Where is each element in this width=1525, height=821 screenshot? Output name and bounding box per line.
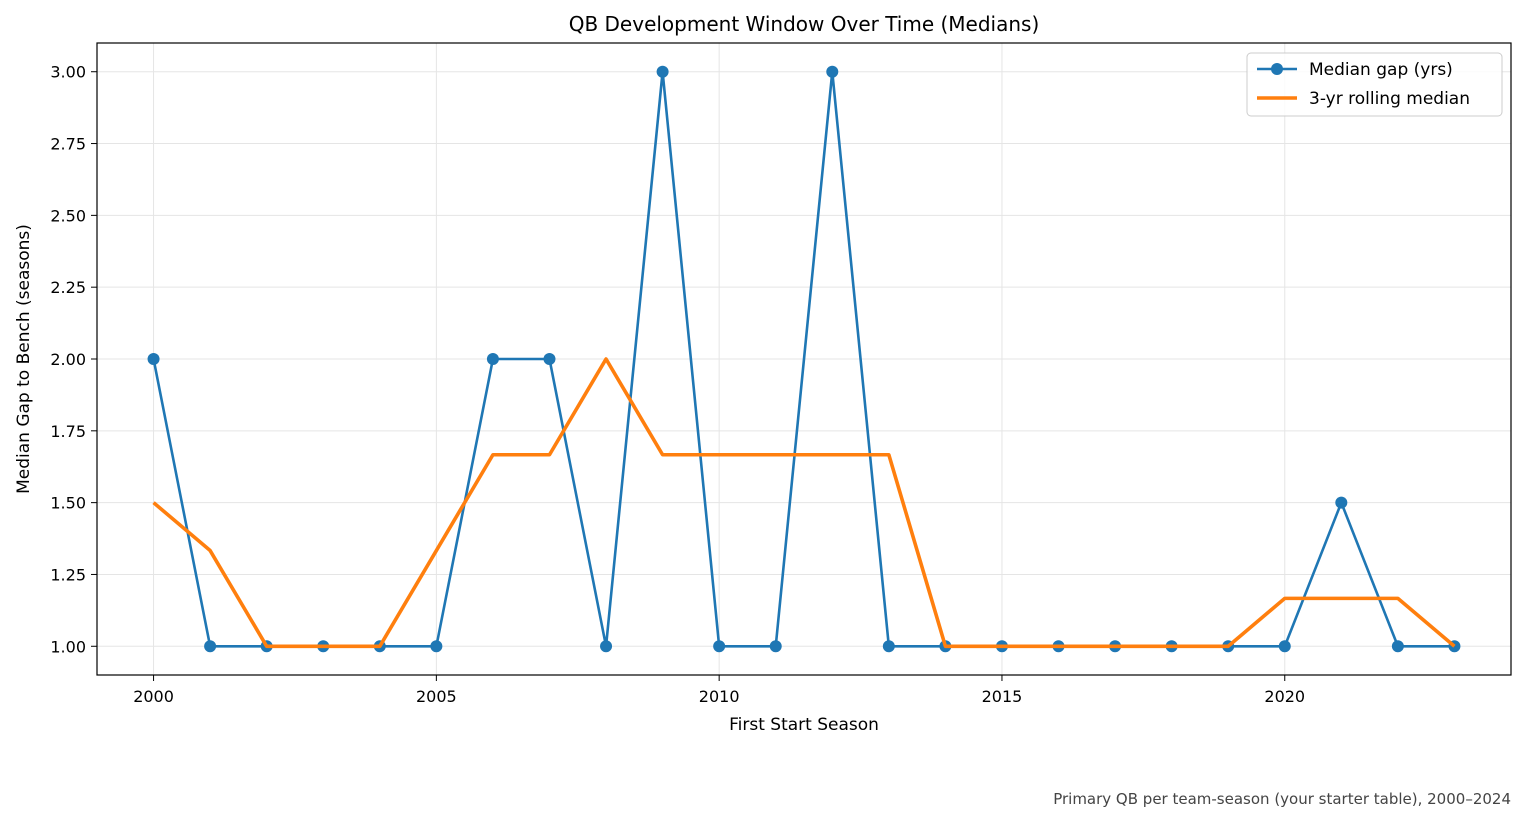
y-tick-label: 2.50 bbox=[50, 206, 86, 225]
y-tick-label: 1.25 bbox=[50, 565, 86, 584]
x-tick-label: 2015 bbox=[982, 687, 1023, 706]
y-tick-label: 2.75 bbox=[50, 135, 86, 154]
y-tick-label: 1.50 bbox=[50, 494, 86, 513]
series-1-point bbox=[147, 353, 160, 365]
series-1-point bbox=[204, 640, 217, 653]
y-ticks: 1.00 1.25 1.50 1.75 2.00 2.25 2.50 2.75 3.00 bbox=[50, 63, 97, 656]
series-1-point bbox=[882, 640, 895, 653]
y-tick-label: 2.25 bbox=[50, 278, 86, 297]
series-layer bbox=[147, 65, 1461, 653]
y-tick-label: 2.00 bbox=[50, 350, 86, 369]
series-1-point bbox=[430, 640, 443, 653]
footnote: Primary QB per team-season (your starter… bbox=[1053, 790, 1511, 808]
series-1-point bbox=[769, 640, 782, 653]
y-tick-label: 1.00 bbox=[50, 637, 86, 656]
series-1-point bbox=[713, 640, 726, 653]
series-1-point bbox=[600, 640, 613, 653]
x-tick-label: 2000 bbox=[133, 687, 174, 706]
series-1-point bbox=[1335, 496, 1348, 509]
legend-box bbox=[1246, 52, 1503, 117]
x-tick-label: 2005 bbox=[416, 687, 457, 706]
y-axis-label: Median Gap to Bench (seasons) bbox=[14, 224, 34, 494]
series-1-point bbox=[486, 353, 499, 365]
x-ticks: 2000 2005 2010 2015 2020 bbox=[133, 675, 1305, 706]
legend-marker bbox=[1271, 63, 1283, 75]
y-tick-label: 1.75 bbox=[50, 422, 86, 441]
series-1-point bbox=[656, 65, 669, 78]
chart-title: QB Development Window Over Time (Medians… bbox=[569, 12, 1040, 36]
series-1-point bbox=[1391, 640, 1404, 653]
series-1-point bbox=[826, 65, 839, 78]
legend: Median gap (yrs) 3-yr rolling median bbox=[1246, 52, 1503, 117]
series-1-point bbox=[543, 353, 556, 365]
legend-label: Median gap (yrs) bbox=[1309, 60, 1453, 80]
x-tick-label: 2010 bbox=[699, 687, 740, 706]
series-1-point bbox=[1278, 640, 1291, 653]
legend-label: 3-yr rolling median bbox=[1309, 89, 1470, 109]
series-line-2 bbox=[152, 357, 1456, 649]
x-tick-label: 2020 bbox=[1264, 687, 1305, 706]
x-axis-label: First Start Season bbox=[729, 715, 879, 735]
y-tick-label: 3.00 bbox=[50, 63, 86, 82]
